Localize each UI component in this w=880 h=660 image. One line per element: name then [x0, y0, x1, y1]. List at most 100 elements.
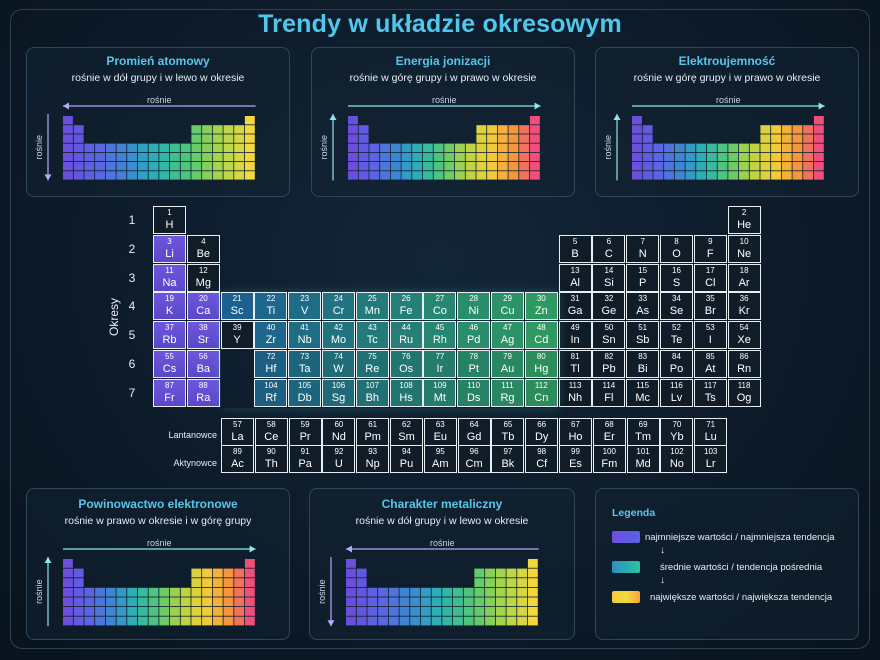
mini-cell — [244, 607, 255, 616]
mini-cell — [116, 152, 127, 162]
mini-cell — [388, 587, 399, 597]
element-symbol: Cr — [332, 305, 345, 318]
element-rh: 45 Rh — [423, 321, 457, 350]
element-symbol: Hf — [265, 363, 277, 375]
mini-cell — [508, 143, 519, 152]
mini-cell — [63, 162, 73, 171]
mini-cell — [63, 559, 73, 568]
element-cm: 96 Cm — [457, 445, 491, 473]
element-no: 102 No — [660, 445, 694, 473]
mini-cell — [191, 568, 202, 578]
element-number: 1 — [167, 208, 172, 217]
element-number: 73 — [300, 352, 310, 361]
actinides-label: Aktynowce — [173, 458, 217, 468]
element-number: 63 — [435, 420, 445, 429]
element-number: 47 — [503, 323, 512, 333]
mini-cell — [485, 597, 495, 607]
element-bk: 97 Bk — [491, 445, 525, 473]
mini-cell — [348, 152, 358, 162]
element-symbol: Pd — [466, 334, 481, 347]
mini-cell — [529, 125, 540, 134]
element-symbol: Sc — [230, 305, 244, 318]
mini-cell — [223, 597, 234, 607]
mini-cell — [202, 568, 212, 578]
mini-cell — [159, 616, 170, 626]
mini-cell — [63, 597, 73, 607]
mini-cell — [202, 134, 212, 143]
mini-cell — [378, 587, 388, 597]
panel-title: Elektroujemność — [678, 54, 776, 68]
mini-cell — [244, 162, 255, 171]
mini-cell — [485, 568, 495, 578]
element-pa: 91 Pa — [288, 445, 322, 473]
element-number: 5 — [572, 236, 578, 246]
element-number: 86 — [739, 352, 749, 361]
element-number: 44 — [401, 323, 411, 333]
mini-cell — [84, 616, 95, 626]
mini-cell — [137, 616, 148, 626]
element-number: 104 — [264, 380, 278, 390]
element-tm: 69 Tm — [626, 418, 660, 446]
mini-cell — [813, 162, 824, 171]
mini-cell — [527, 607, 538, 616]
mini-cell — [63, 116, 73, 125]
mini-cell — [442, 597, 453, 607]
element-symbol: Bi — [637, 363, 648, 375]
mini-cell — [191, 152, 202, 162]
element-number: 8 — [674, 236, 679, 246]
mini-cell — [519, 162, 530, 171]
mini-cell — [105, 171, 116, 180]
mini-cell — [431, 607, 442, 616]
mini-cell — [358, 162, 369, 171]
element-os: 76 Os — [389, 350, 423, 378]
mini-cell — [73, 143, 84, 152]
element-number: 72 — [266, 352, 276, 361]
mini-cell — [696, 152, 707, 162]
mini-cell — [771, 162, 781, 171]
mini-cell — [410, 597, 421, 607]
mini-cell — [803, 152, 814, 162]
mini-cell — [527, 616, 538, 626]
mini-cell — [529, 162, 540, 171]
element-symbol: S — [672, 276, 681, 289]
mini-cell — [63, 587, 73, 597]
mini-cell — [749, 162, 760, 171]
mini-cell — [495, 607, 506, 616]
mini-cell — [378, 607, 388, 616]
element-og: 118 Og — [727, 378, 761, 407]
mini-cell — [519, 134, 530, 143]
element-si: 14 Si — [592, 263, 626, 292]
element-symbol: Pm — [364, 431, 381, 443]
element-number: 11 — [165, 265, 174, 275]
element-number: 37 — [165, 323, 174, 333]
mini-cell — [346, 616, 356, 626]
mini-cell — [137, 597, 148, 607]
mini-cell — [497, 162, 508, 171]
mini-cell — [234, 587, 245, 597]
mini-cell — [642, 143, 653, 152]
mini-cell — [212, 607, 223, 616]
element-number: 48 — [536, 323, 546, 333]
mini-cell — [234, 597, 245, 607]
mini-cell — [685, 162, 696, 171]
mini-cell — [367, 616, 378, 626]
element-number: 52 — [672, 323, 681, 333]
mini-cell — [73, 125, 84, 134]
element-symbol: Ra — [196, 391, 211, 404]
element-number: 6 — [606, 236, 612, 246]
element-number: 12 — [198, 265, 208, 275]
element-la: 57 La — [221, 418, 254, 446]
mini-cell — [180, 607, 191, 616]
mini-cell — [442, 616, 453, 626]
mini-cell — [476, 143, 487, 152]
mini-trend-chart: rośnie rośnie — [319, 95, 541, 181]
element-number: 13 — [570, 265, 580, 275]
mini-cell — [717, 162, 728, 171]
mini-cell — [159, 162, 170, 171]
mini-cell — [476, 171, 487, 180]
mini-cell — [244, 597, 255, 607]
mini-cell — [223, 587, 234, 597]
mini-cell — [73, 134, 84, 143]
page-title: Trendy w układzie okresowym — [258, 10, 622, 38]
